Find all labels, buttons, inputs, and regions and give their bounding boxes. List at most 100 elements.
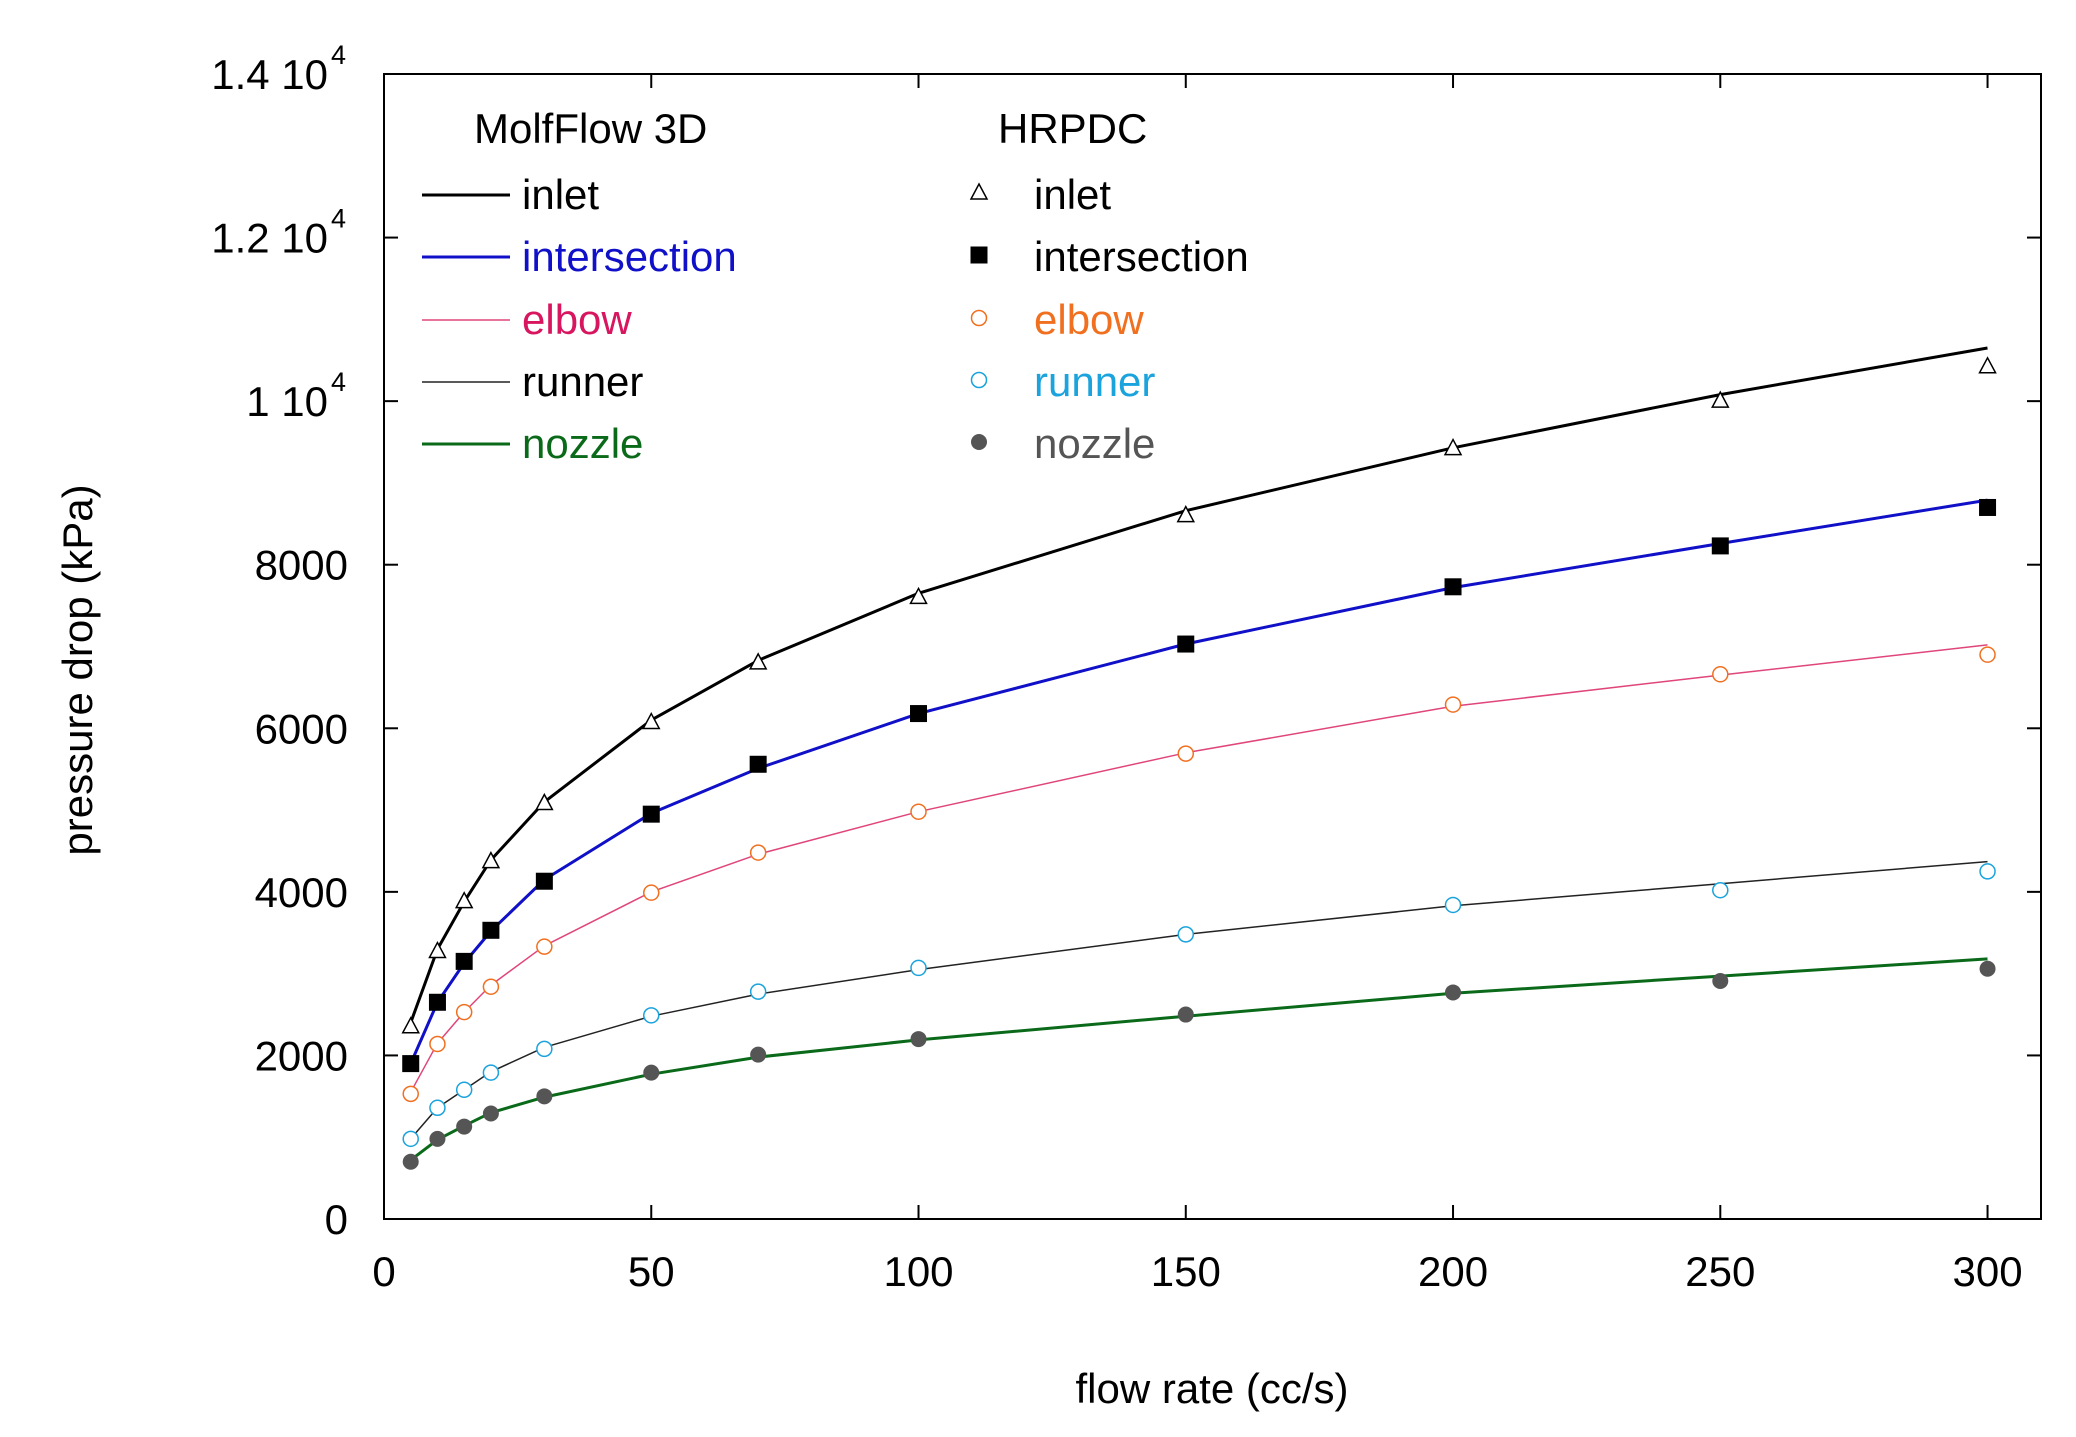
data-point-intersection: [642, 805, 660, 823]
data-point-runner: [1979, 863, 1996, 880]
x-tick-label: 50: [628, 1248, 675, 1295]
data-point-inlet: [1711, 390, 1730, 408]
data-point-inlet: [642, 711, 661, 730]
data-point-elbow: [482, 978, 500, 995]
series-line-nozzle: [409, 957, 1988, 1162]
legend: MolfFlow 3D HRPDC inlet intersection elbow ru…: [422, 105, 1249, 467]
data-point-elbow: [1712, 666, 1729, 683]
data-point-elbow: [402, 1085, 419, 1103]
legend-label-exp-nozzle: nozzle: [1034, 420, 1155, 467]
x-tick-label: 100: [883, 1248, 953, 1295]
legend-marker-inlet: [969, 182, 989, 200]
x-tick-label: 150: [1151, 1248, 1221, 1295]
legend-label-sim-runner: runner: [522, 358, 643, 405]
data-point-nozzle: [1177, 1006, 1194, 1023]
series-line-runner: [410, 860, 1988, 1140]
data-point-nozzle: [402, 1153, 419, 1170]
series-lines: [409, 346, 1988, 1162]
x-tick-label: 200: [1418, 1248, 1488, 1295]
data-point-runner: [402, 1130, 419, 1148]
data-point-runner: [1177, 926, 1195, 943]
data-point-intersection: [1177, 635, 1195, 653]
legend-label-sim-intersection: intersection: [522, 233, 737, 280]
data-point-runner: [455, 1081, 473, 1099]
data-point-nozzle: [1712, 973, 1729, 990]
data-point-runner: [749, 983, 767, 1000]
data-point-inlet: [909, 586, 928, 605]
data-point-runner: [536, 1040, 553, 1058]
data-point-inlet: [481, 851, 501, 869]
data-point-elbow: [1444, 696, 1462, 713]
data-point-inlet: [535, 792, 554, 811]
data-point-intersection: [1979, 498, 1997, 516]
data-point-nozzle: [643, 1064, 660, 1081]
y-tick-exponent: 4: [331, 367, 346, 397]
x-tick-label: 0: [372, 1248, 395, 1295]
data-point-intersection: [910, 705, 928, 723]
data-point-inlet: [428, 940, 447, 959]
y-tick-label: 1.2 10: [211, 215, 328, 262]
legend-label-sim-inlet: inlet: [522, 171, 599, 218]
x-tick-label: 250: [1685, 1248, 1755, 1295]
data-point-elbow: [1979, 646, 1996, 663]
legend-marker-runner: [970, 371, 988, 389]
y-axis-label: pressure drop (kPa): [54, 484, 101, 855]
series-markers: [401, 356, 1997, 1170]
data-point-inlet: [748, 652, 768, 670]
data-point-inlet: [454, 891, 474, 909]
data-point-intersection: [455, 952, 473, 970]
data-point-intersection: [482, 921, 500, 939]
data-point-runner: [429, 1099, 446, 1117]
legend-marker-intersection: [970, 246, 988, 264]
y-tick-label: 4000: [255, 869, 348, 916]
data-point-nozzle: [536, 1088, 553, 1105]
data-point-nozzle: [750, 1046, 767, 1063]
data-point-intersection: [535, 872, 553, 890]
data-point-elbow: [910, 803, 927, 820]
data-point-runner: [482, 1064, 500, 1081]
y-tick-label: 8000: [255, 542, 348, 589]
legend-marker-elbow: [970, 309, 988, 327]
x-axis-label: flow rate (cc/s): [1075, 1365, 1348, 1412]
data-point-intersection: [749, 755, 767, 773]
legend-title-sim: MolfFlow 3D: [474, 105, 707, 152]
data-point-intersection: [1444, 578, 1462, 596]
legend-label-exp-runner: runner: [1034, 358, 1155, 405]
data-point-inlet: [1176, 505, 1196, 523]
data-point-nozzle: [1445, 984, 1462, 1001]
legend-label-exp-intersection: intersection: [1034, 233, 1249, 280]
data-point-inlet: [401, 1016, 420, 1034]
y-tick-label: 1.4 10: [211, 51, 328, 98]
x-tick-label: 300: [1953, 1248, 2023, 1295]
data-point-intersection: [428, 993, 446, 1011]
series-line-inlet: [409, 346, 1988, 1024]
data-point-nozzle: [910, 1031, 927, 1048]
data-point-elbow: [643, 884, 660, 901]
data-point-elbow: [749, 844, 767, 861]
plot-frame: [383, 73, 2042, 1220]
data-point-runner: [910, 959, 927, 977]
data-point-intersection: [1711, 537, 1729, 555]
data-point-inlet: [1443, 437, 1463, 456]
legend-label-sim-elbow: elbow: [522, 296, 632, 343]
legend-label-exp-elbow: elbow: [1034, 296, 1144, 343]
data-point-intersection: [402, 1055, 420, 1073]
y-tick-label: 2000: [255, 1032, 348, 1079]
data-point-nozzle: [482, 1105, 499, 1122]
data-point-runner: [643, 1007, 660, 1024]
legend-title-exp: HRPDC: [998, 105, 1147, 152]
y-tick-label: 6000: [255, 705, 348, 752]
legend-label-exp-inlet: inlet: [1034, 171, 1111, 218]
data-point-runner: [1712, 881, 1729, 899]
data-point-inlet: [1978, 356, 1997, 374]
data-point-nozzle: [1979, 960, 1996, 977]
data-point-runner: [1444, 896, 1462, 914]
data-point-elbow: [1177, 745, 1195, 762]
data-point-nozzle: [429, 1130, 446, 1147]
y-tick-label: 0: [325, 1196, 348, 1243]
series-line-elbow: [410, 644, 1988, 1093]
legend-label-sim-nozzle: nozzle: [522, 420, 643, 467]
data-point-elbow: [455, 1003, 473, 1021]
